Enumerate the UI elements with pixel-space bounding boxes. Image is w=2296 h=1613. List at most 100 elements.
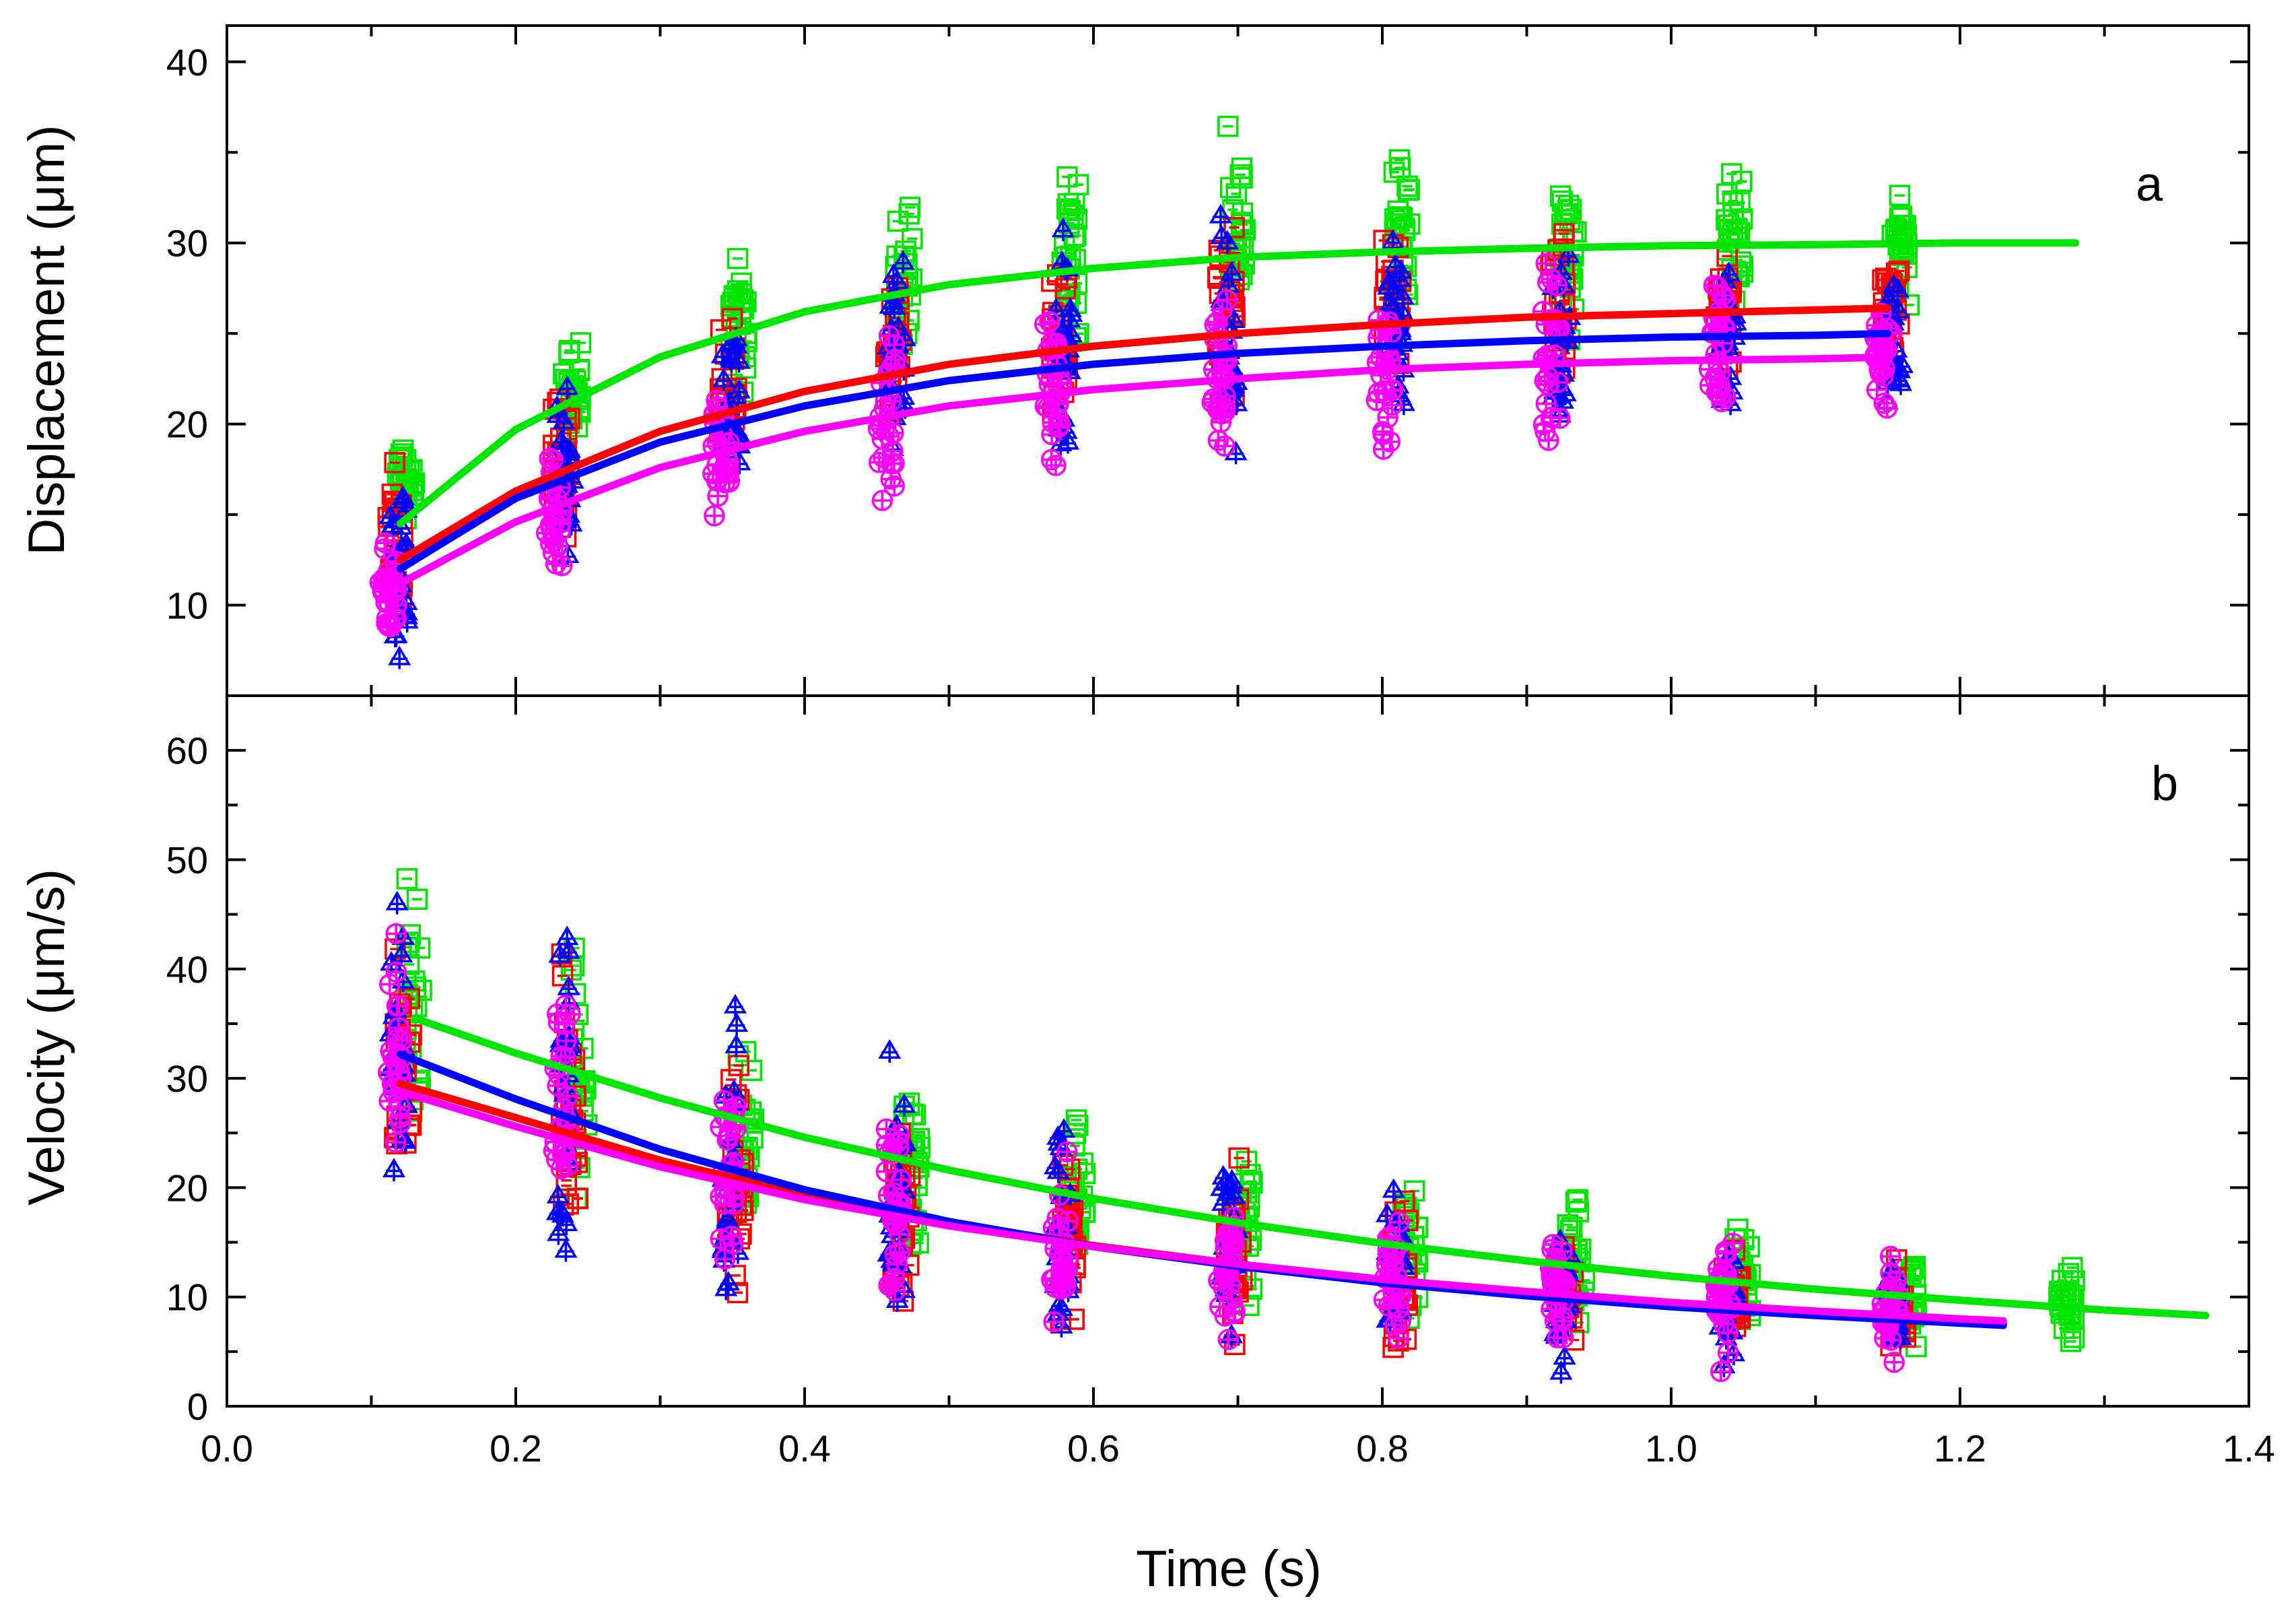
panel-a-point-red [1888, 260, 1910, 282]
panel-b-point-magenta [1388, 1327, 1409, 1349]
x-tick-label: 0.4 [778, 1427, 831, 1470]
panel-b-point-green [1240, 1164, 1261, 1185]
panel-a-point-red [1553, 223, 1575, 244]
panel-a-point-green [1054, 236, 1075, 258]
panel-b-point-magenta [890, 1169, 912, 1191]
panel-b-point-magenta [554, 1142, 576, 1164]
panel-a-fit-curve-magenta [396, 353, 1892, 587]
panel-a-point-green [1383, 162, 1405, 183]
panel-b-point-blue [1046, 1159, 1070, 1183]
panel-a-point-green [727, 248, 749, 269]
panel-b-point-magenta [889, 1224, 910, 1245]
panel-a-point-magenta [1203, 388, 1224, 410]
panel-b-point-magenta [557, 1085, 578, 1107]
panel-b-point-magenta [1215, 1237, 1236, 1259]
panel-b-point-blue [547, 1221, 570, 1245]
x-tick-label: 1.4 [2223, 1427, 2275, 1470]
panel-b-point-green [1241, 1171, 1262, 1193]
panel-b-y-axis-title: Velocity (μm/s) [18, 869, 75, 1206]
panel-b-y-tick-label: 0 [187, 1385, 208, 1428]
panel-b-point-magenta [385, 923, 407, 945]
panel-b-fit-curve-magenta [396, 1088, 2007, 1325]
panel-b-point-blue [1211, 1191, 1235, 1215]
panel-b-point-magenta [1384, 1314, 1406, 1336]
panel-b-point-red [720, 1069, 742, 1090]
panel-a-point-magenta [868, 451, 890, 473]
panel-b-point-red [728, 1055, 749, 1076]
panel-b-point-blue [1553, 1345, 1576, 1369]
panel-a-point-magenta [1214, 435, 1236, 457]
panel-a-point-blue [1058, 297, 1082, 321]
panel-a-point-magenta [716, 461, 738, 483]
panel-a-point-blue [555, 375, 579, 399]
panel-a-point-green [898, 203, 920, 225]
panel-b-point-blue [725, 1012, 749, 1036]
panel-a-point-magenta [1549, 407, 1571, 429]
panel-a-point-magenta [871, 490, 893, 511]
panel-b-y-tick-label: 10 [166, 1276, 208, 1319]
panel-a-point-magenta [883, 475, 905, 497]
panel-a-point-magenta [551, 555, 573, 577]
panel-b-point-magenta [1710, 1360, 1732, 1383]
panel-b-point-red [1228, 1147, 1250, 1169]
panel-b-point-magenta [378, 1090, 401, 1112]
panel-b-point-magenta [722, 1232, 744, 1255]
panel-a-fit-curve-red [396, 304, 1892, 564]
panel-b-point-magenta [384, 1131, 407, 1153]
panel-b-point-magenta [1388, 1212, 1410, 1233]
panel-b-y-tick-label: 60 [166, 729, 208, 772]
x-tick-label: 1.0 [1645, 1427, 1697, 1470]
panel-a-point-blue [392, 488, 415, 513]
panel-a-point-blue [1391, 285, 1415, 309]
panel-b-y-tick-label: 50 [166, 838, 208, 881]
panel-a-point-magenta [374, 538, 395, 560]
panel-b-point-magenta [1209, 1296, 1231, 1317]
panel-a-point-blue [1222, 308, 1246, 332]
panel-b-point-magenta [1043, 1311, 1065, 1333]
panel-a-point-green [1231, 158, 1253, 179]
panel-b-point-magenta [713, 1090, 735, 1111]
panel-a-point-green [731, 272, 752, 294]
panel-a-point-magenta [1534, 370, 1556, 392]
panel-a-fit-curve-blue [396, 329, 1892, 573]
panel-a-point-green [1230, 211, 1252, 233]
panel-a-point-green [1729, 192, 1751, 213]
panel-a-point-magenta [1211, 298, 1234, 321]
panel-a-point-green [1225, 183, 1247, 205]
panel-a-fit-curve-green [396, 239, 2080, 527]
panel-b-point-magenta [1213, 1277, 1235, 1299]
panel-a-point-green [1559, 209, 1581, 231]
panel-b-point-magenta [1880, 1245, 1901, 1268]
panel-a-y-axis-title: Displacement (μm) [18, 125, 75, 555]
panel-b-point-magenta [1049, 1270, 1071, 1292]
panel-a-point-red [384, 452, 405, 473]
panel-b-point-green [406, 888, 428, 910]
panel-b-point-magenta [1217, 1329, 1240, 1350]
panel-b-point-magenta [875, 1118, 898, 1140]
panel-a-point-blue [1717, 261, 1741, 286]
panel-b-point-magenta [710, 1116, 731, 1138]
panel-a-point-blue [879, 294, 902, 318]
panel-b-y-tick-label: 30 [166, 1057, 208, 1100]
panel-a-point-blue [1059, 323, 1083, 347]
panel-a-label: a [2136, 158, 2163, 211]
panel-a-point-blue [885, 269, 909, 293]
panel-a-point-magenta [883, 334, 906, 356]
panel-b-point-magenta [1551, 1241, 1573, 1262]
x-tick-label: 0.8 [1356, 1427, 1409, 1470]
x-tick-label: 0.0 [201, 1427, 253, 1470]
panel-b-point-blue [555, 925, 579, 950]
panel-a-point-green [1056, 166, 1078, 188]
panel-a-point-green [1067, 174, 1089, 195]
panel-b-point-magenta [1056, 1141, 1078, 1162]
panel-b-point-magenta [883, 1268, 906, 1290]
panel-a-point-magenta [1045, 455, 1067, 476]
panel-a-point-magenta [707, 485, 729, 507]
panel-b-point-magenta [1883, 1352, 1905, 1373]
x-tick-label: 1.2 [1934, 1427, 1986, 1470]
panel-b-point-blue [714, 1276, 738, 1301]
panel-b-point-green [1557, 1214, 1579, 1236]
panel-a-point-magenta [1535, 253, 1557, 274]
panel-a-fit-curves [396, 239, 2080, 587]
